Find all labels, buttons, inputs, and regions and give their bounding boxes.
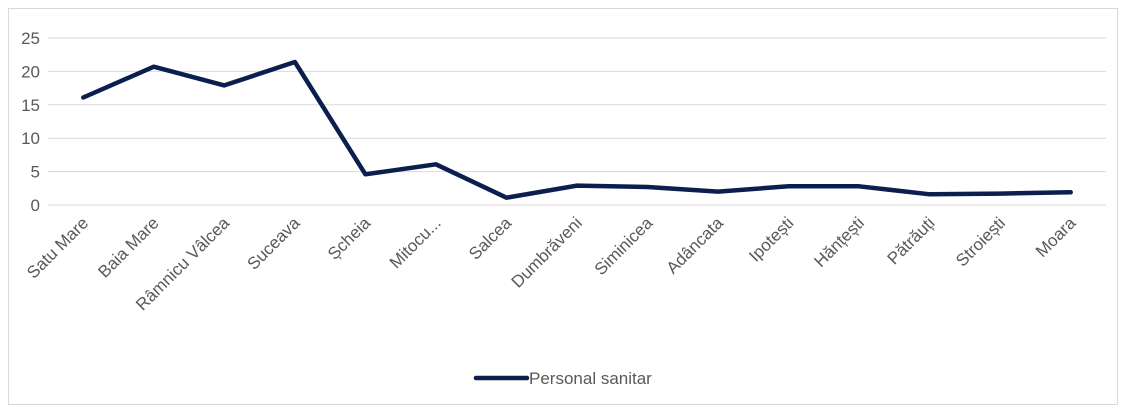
y-tick-label: 5 bbox=[31, 163, 40, 182]
y-tick-label: 15 bbox=[21, 96, 40, 115]
x-tick-label: Siminicea bbox=[591, 213, 657, 279]
x-tick-label: Șcheia bbox=[324, 213, 375, 264]
x-tick-label: Baia Mare bbox=[94, 213, 162, 281]
y-axis-ticks: 0 5 10 15 20 25 bbox=[21, 29, 40, 215]
x-tick-label: Dumbrăveni bbox=[508, 213, 586, 291]
y-tick-label: 0 bbox=[31, 196, 40, 215]
legend: Personal sanitar bbox=[473, 369, 652, 388]
x-tick-label: Salcea bbox=[465, 213, 516, 264]
x-tick-label: Stroiești bbox=[952, 213, 1009, 270]
x-tick-label: Adâncata bbox=[663, 213, 728, 278]
y-tick-label: 20 bbox=[21, 62, 40, 81]
y-tick-label: 10 bbox=[21, 129, 40, 148]
x-tick-label: Pătrăuți bbox=[884, 213, 939, 268]
x-tick-label: Suceava bbox=[243, 213, 304, 274]
gridlines bbox=[48, 37, 1106, 206]
legend-label: Personal sanitar bbox=[529, 369, 652, 388]
x-axis-ticks: Satu Mare Baia Mare Râmnicu Vâlcea Sucea… bbox=[23, 213, 1080, 314]
chart-frame bbox=[8, 8, 1118, 405]
x-tick-label: Hănțești bbox=[810, 213, 868, 271]
x-tick-label: Satu Mare bbox=[23, 213, 92, 282]
series-line-personal-sanitar bbox=[81, 59, 1073, 200]
x-tick-label: Mitocu... bbox=[386, 213, 445, 272]
x-tick-label: Ipotești bbox=[745, 213, 797, 265]
y-tick-label: 25 bbox=[21, 29, 40, 48]
x-tick-label: Moara bbox=[1032, 213, 1080, 261]
